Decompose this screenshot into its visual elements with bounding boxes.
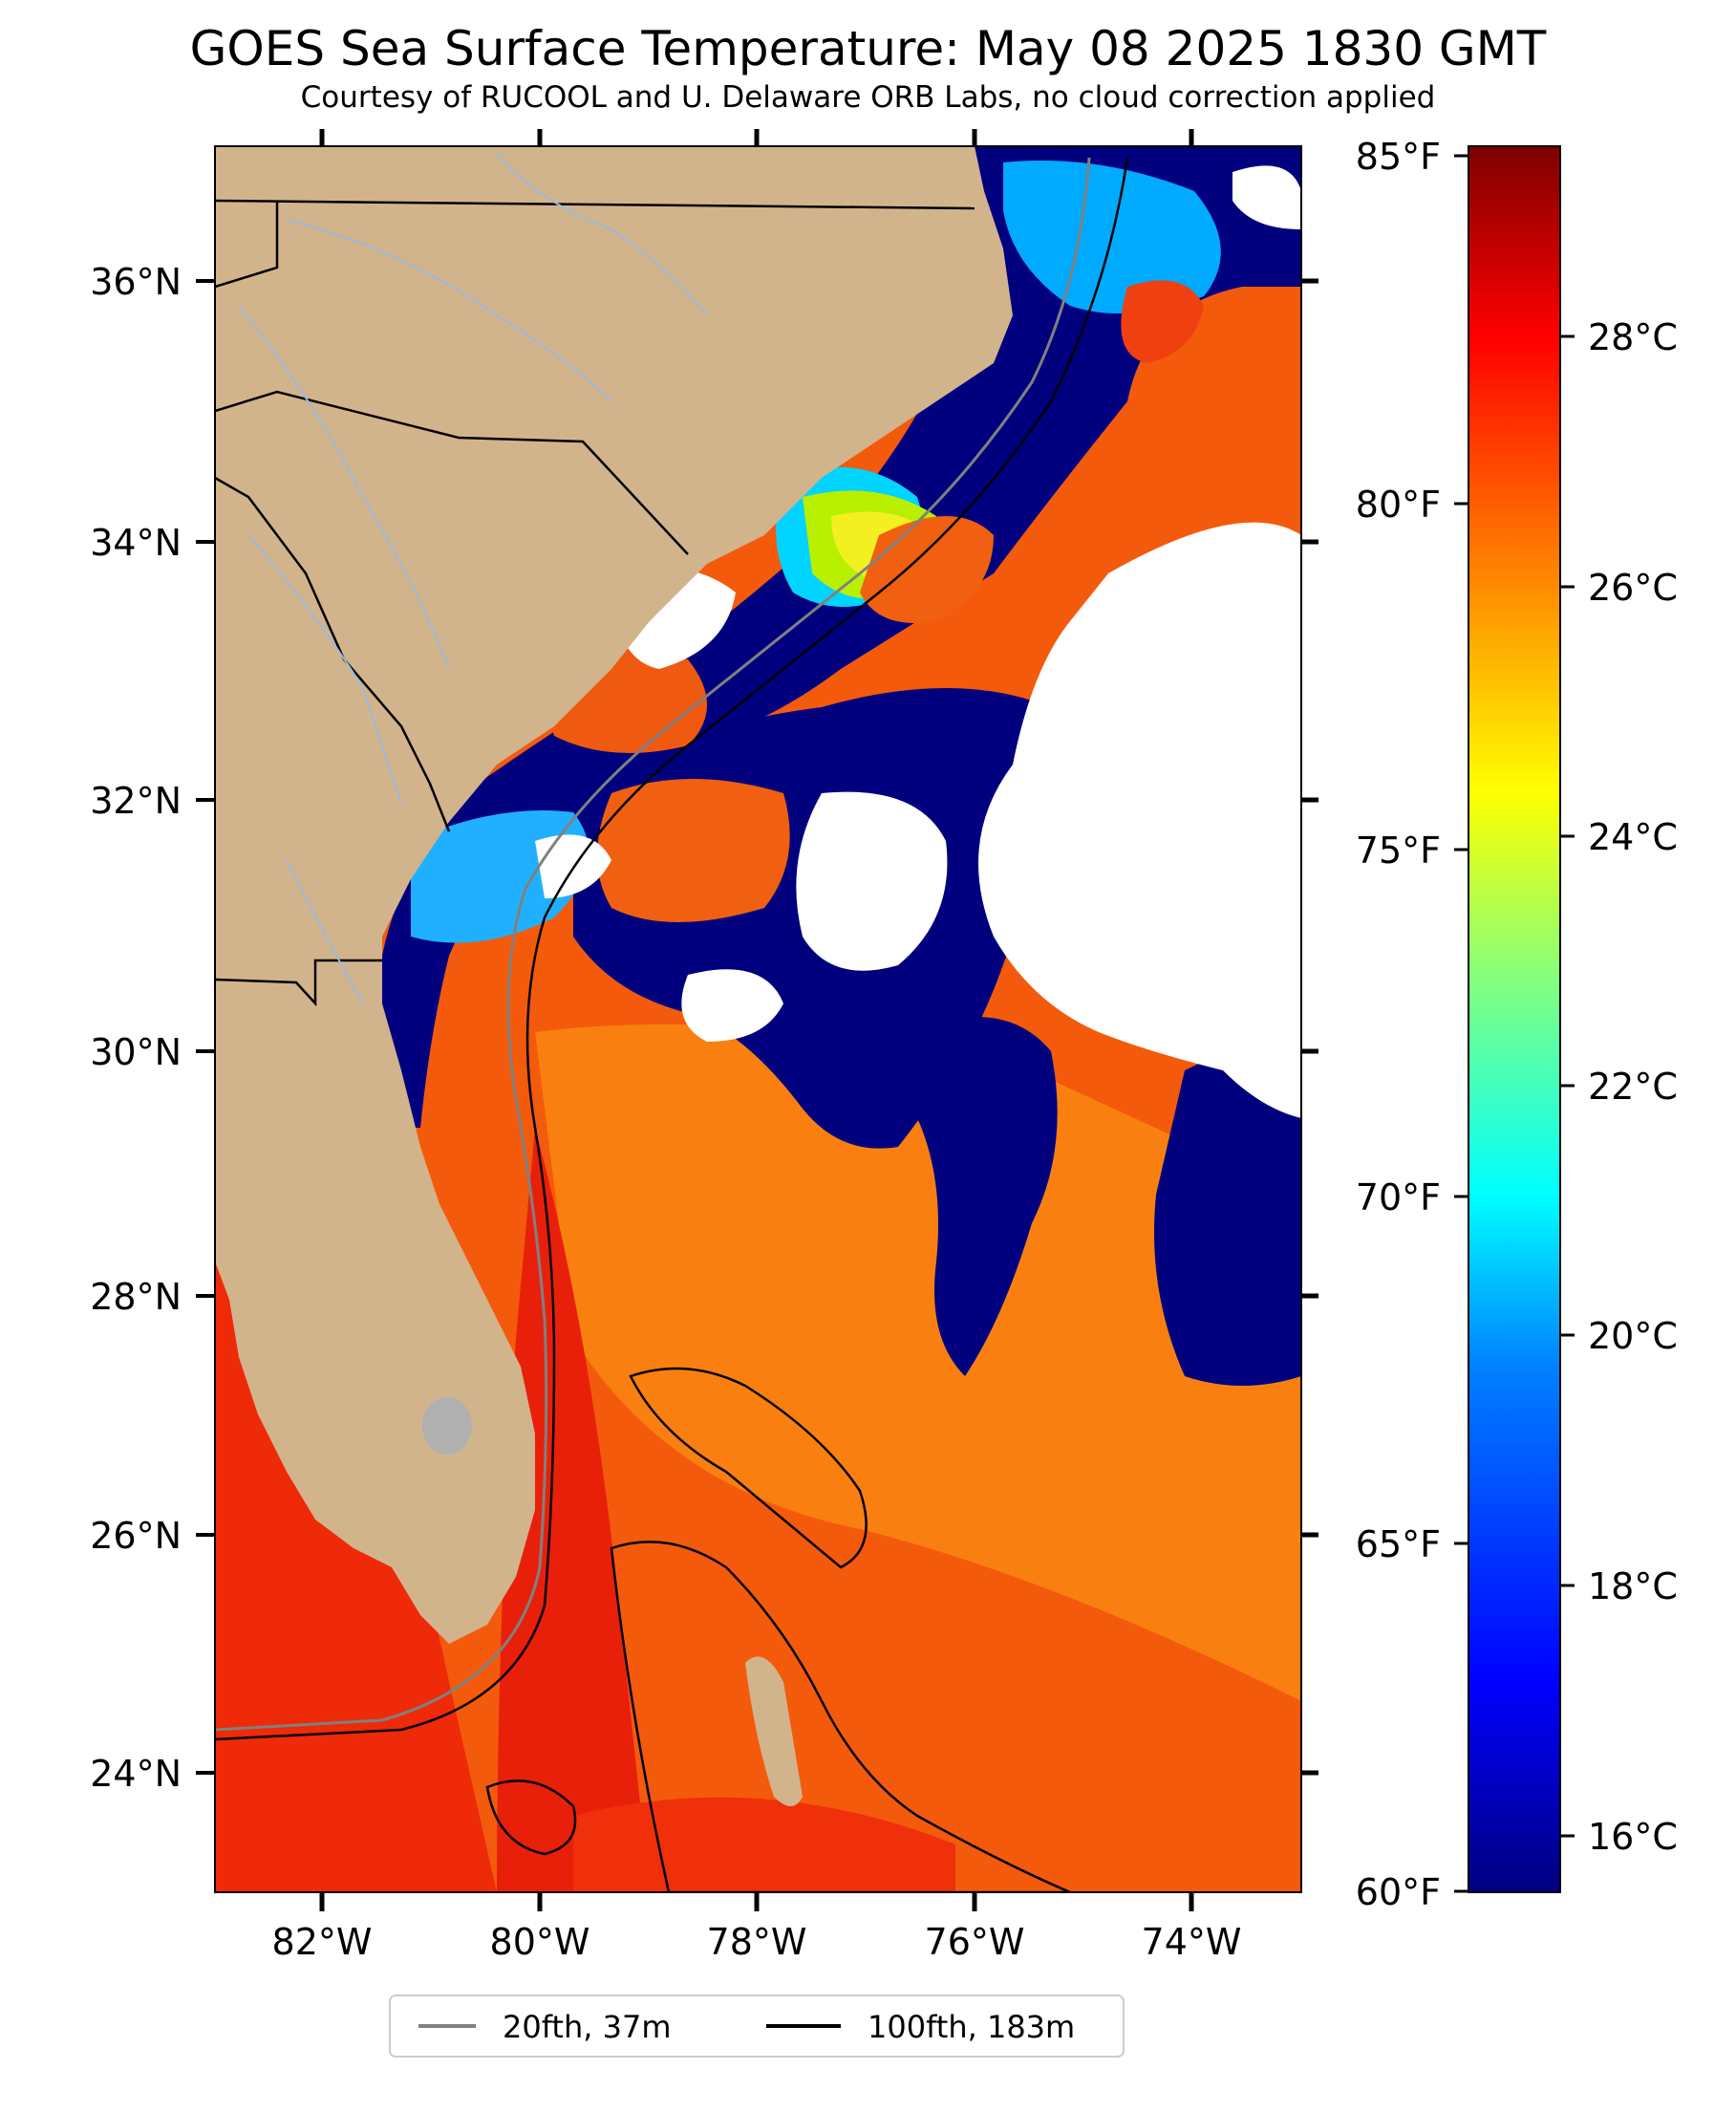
c-label-26: 26°C: [1588, 567, 1678, 609]
cold-shelf-water: [382, 146, 1301, 1128]
cloud-east: [978, 522, 1301, 1118]
cold-east-patch: [1154, 1045, 1301, 1386]
c-label-22: 22°C: [1588, 1066, 1678, 1108]
warm-zone-red-south: [573, 1797, 955, 1892]
contour-little-bahama-bank: [629, 1367, 868, 1569]
cloud-central: [796, 791, 948, 971]
lat-label-24: 24°N: [90, 1753, 182, 1795]
contour-cay-sal-bank: [485, 1779, 577, 1856]
legend-label-20fth: 20fth, 37m: [503, 2009, 671, 2045]
colorbar: [1468, 145, 1561, 1893]
colorbar-c-ticks: [1560, 334, 1575, 1838]
land-mainland: [215, 146, 1013, 1644]
warm-eddy-north: [860, 516, 994, 623]
lon-label-82: 82°W: [272, 1921, 373, 1963]
contour-100fth: [215, 157, 1129, 1741]
colorbar-c-labels: 28°C 26°C 24°C 22°C 20°C 18°C 16°C: [1588, 316, 1678, 1858]
warm-eddy-northeast: [1121, 280, 1204, 363]
warm-eddy-mid: [597, 779, 790, 922]
lat-labels: 36°N 34°N 32°N 30°N 28°N 26°N 24°N: [90, 261, 182, 1795]
legend-box: [389, 1994, 1125, 2058]
colorbar-f-ticks: [1454, 154, 1468, 1893]
f-label-80: 80°F: [1356, 484, 1441, 526]
legend-label-100fth: 100fth, 183m: [868, 2009, 1075, 2045]
lon-label-74: 74°W: [1142, 1921, 1242, 1963]
lat-label-36: 36°N: [90, 261, 182, 303]
c-label-20: 20°C: [1588, 1315, 1678, 1357]
cold-filament: [908, 1017, 1058, 1376]
cloud-northeast: [1232, 165, 1301, 229]
lake-okeechobee: [422, 1397, 472, 1455]
rivers: [238, 152, 708, 1004]
c-label-28: 28°C: [1588, 316, 1678, 358]
f-label-85: 85°F: [1356, 136, 1441, 178]
f-label-70: 70°F: [1356, 1176, 1441, 1218]
c-label-16: 16°C: [1588, 1816, 1678, 1858]
lat-ticks-right: [1301, 278, 1318, 1776]
lon-labels: 82°W 80°W 78°W 76°W 74°W: [272, 1921, 1242, 1963]
lat-label-30: 30°N: [90, 1031, 182, 1073]
lat-label-34: 34°N: [90, 522, 182, 564]
lon-label-78: 78°W: [707, 1921, 807, 1963]
lat-label-26: 26°N: [90, 1515, 182, 1557]
c-label-18: 18°C: [1588, 1565, 1678, 1607]
f-label-60: 60°F: [1356, 1871, 1441, 1913]
lat-label-28: 28°N: [90, 1276, 182, 1318]
contour-great-bahama-bank: [610, 1541, 1071, 1892]
warm-zone-orange: [535, 1024, 1301, 1701]
lat-label-32: 32°N: [90, 780, 182, 822]
lat-ticks-left: [196, 279, 215, 1775]
cloud-small: [681, 969, 783, 1042]
map-title: GOES Sea Surface Temperature: May 08 202…: [189, 21, 1547, 76]
sst-map: [215, 146, 1301, 1892]
c-label-24: 24°C: [1588, 816, 1678, 858]
lon-ticks: [319, 129, 1194, 1911]
colorbar-f-labels: 85°F 80°F 75°F 70°F 65°F 60°F: [1356, 136, 1441, 1913]
lon-label-76: 76°W: [925, 1921, 1025, 1963]
legend: 20fth, 37m 100fth, 183m: [389, 1994, 1125, 2058]
f-label-65: 65°F: [1356, 1523, 1441, 1565]
contour-20fth: [215, 157, 1091, 1732]
lon-label-80: 80°W: [490, 1921, 590, 1963]
f-label-75: 75°F: [1356, 830, 1441, 872]
gulf-stream-core: [497, 1128, 650, 1892]
land-andros: [745, 1656, 803, 1806]
map-subtitle: Courtesy of RUCOOL and U. Delaware ORB L…: [300, 80, 1436, 115]
